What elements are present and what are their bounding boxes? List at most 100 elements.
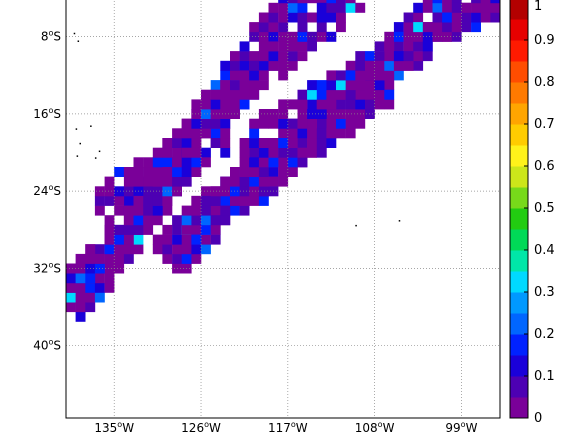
data-cell [239, 205, 250, 216]
data-cell [326, 0, 337, 4]
data-cell [413, 12, 424, 23]
data-cell [316, 128, 327, 139]
data-cell [104, 186, 115, 197]
data-cell [307, 138, 317, 148]
data-cell [94, 244, 105, 255]
data-cell [393, 60, 404, 71]
data-cell [287, 138, 298, 148]
data-cell [278, 22, 289, 33]
data-cell [451, 0, 462, 4]
data-cell [316, 80, 327, 91]
data-cell [326, 31, 337, 42]
data-cell [123, 215, 134, 226]
data-cell [94, 282, 105, 293]
colorbar-segment [510, 103, 528, 125]
data-cell [172, 157, 182, 168]
data-cell [278, 12, 289, 23]
data-cell [162, 147, 173, 158]
data-cell [374, 99, 385, 110]
data-cell [133, 234, 144, 245]
colorbar-segment [510, 229, 528, 251]
data-cell [307, 12, 317, 23]
data-cell [278, 31, 289, 42]
data-cell [239, 99, 250, 110]
data-cell [133, 244, 144, 255]
data-cell [249, 157, 260, 168]
data-cell [393, 22, 404, 33]
data-cell [210, 234, 221, 245]
data-cell [316, 22, 327, 33]
data-cell [258, 109, 269, 119]
data-cell [172, 167, 182, 177]
data-cell [287, 118, 298, 129]
lat-label-hemisphere: S [53, 339, 61, 353]
colorbar-segment [510, 334, 528, 356]
data-cell [268, 176, 279, 187]
data-cell [307, 89, 317, 100]
data-cell [336, 70, 346, 81]
colorbar-tick-label: 0.3 [534, 285, 555, 300]
data-cell [66, 302, 76, 313]
data-cell [181, 234, 192, 245]
colorbar-tick-label: 0.2 [534, 327, 555, 342]
data-cell [123, 253, 134, 264]
data-cell [480, 2, 491, 13]
data-cell [239, 167, 250, 177]
data-cell [210, 195, 221, 206]
data-cell [114, 186, 125, 197]
data-cell [249, 147, 260, 158]
data-cell [201, 89, 211, 100]
data-cell [114, 253, 125, 264]
colorbar-segment [510, 19, 528, 41]
data-cell [422, 2, 433, 13]
data-cell [345, 80, 356, 91]
data-cell [413, 41, 424, 52]
data-cell [268, 157, 279, 168]
data-cell [133, 205, 144, 216]
data-cell [316, 147, 327, 158]
data-cell [316, 99, 327, 110]
data-cell [403, 51, 414, 62]
data-cell [220, 147, 231, 158]
data-cell [297, 89, 308, 100]
data-cell [258, 70, 269, 81]
data-cell [210, 80, 221, 91]
data-cell [220, 89, 231, 100]
data-cell [85, 244, 96, 255]
data-cell [268, 2, 279, 13]
lat-label-degree: o [48, 338, 53, 347]
data-cell [191, 215, 202, 226]
data-cell [374, 80, 385, 91]
data-cell [365, 99, 375, 110]
data-cell [393, 51, 404, 62]
colorbar-segment [510, 124, 528, 146]
data-cell [133, 157, 144, 168]
data-cell [287, 167, 298, 177]
data-cell [94, 195, 105, 206]
data-cell [94, 253, 105, 264]
data-cell [345, 99, 356, 110]
data-cell [365, 60, 375, 71]
data-cell [152, 215, 163, 226]
lon-label-hemisphere: W [296, 421, 308, 432]
island-marker [79, 142, 82, 145]
data-cell [422, 22, 433, 33]
data-cell [162, 244, 173, 255]
data-cell [143, 176, 154, 187]
lon-label-hemisphere: W [122, 421, 134, 432]
colorbar-tick-label: 0.5 [534, 201, 555, 216]
data-cell [75, 253, 86, 264]
data-cell [278, 41, 289, 52]
data-cell [336, 99, 346, 110]
island-marker [98, 150, 101, 153]
lon-label-hemisphere: W [383, 421, 395, 432]
data-cell [181, 157, 192, 168]
data-cell [201, 195, 211, 206]
data-cell [278, 0, 289, 4]
lat-label-hemisphere: S [53, 261, 61, 275]
lat-label-degree: o [48, 106, 53, 115]
data-cell [384, 41, 395, 52]
data-cell [287, 51, 298, 62]
data-cell [230, 89, 240, 100]
data-cell [220, 80, 231, 91]
